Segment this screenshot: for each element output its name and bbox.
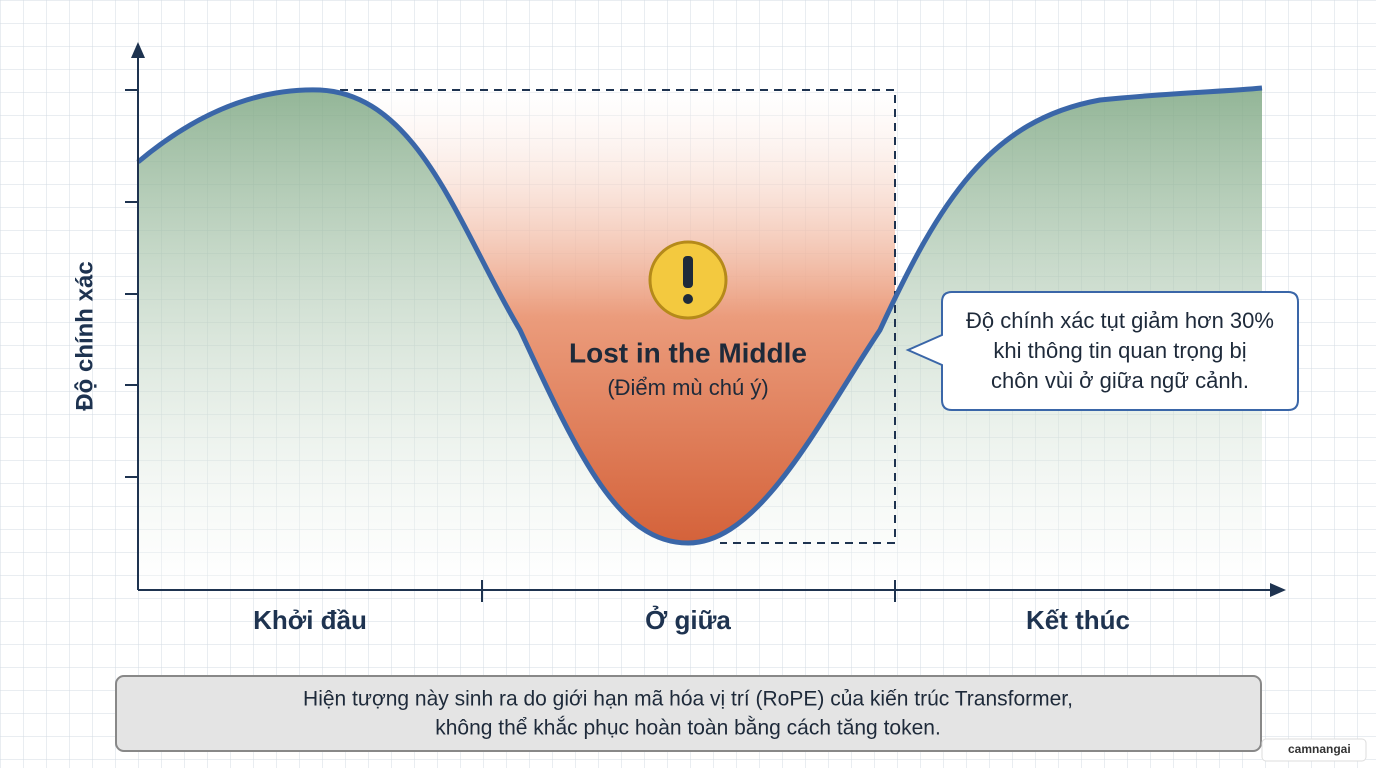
- y-axis-label: Độ chính xác: [71, 261, 98, 410]
- watermark-box: [1261, 738, 1367, 762]
- dashed-box: [340, 89, 896, 544]
- highlight-title: Lost in the Middle: [569, 337, 807, 368]
- x-label: Ở giữa: [645, 604, 731, 635]
- callout-text: chôn vùi ở giữa ngữ cảnh.: [991, 368, 1249, 393]
- valley-fill: [320, 90, 895, 543]
- callout-box: [905, 291, 1299, 411]
- footer-text: Hiện tượng này sinh ra do giới hạn mã hó…: [303, 688, 1073, 711]
- x-label: Khởi đầu: [253, 605, 367, 635]
- footer-text: không thể khắc phục hoàn toàn bằng cách …: [435, 717, 941, 740]
- watermark: camnangai: [1288, 742, 1351, 756]
- warning-icon: [648, 240, 728, 320]
- x-label: Kết thúc: [1026, 605, 1130, 635]
- accuracy-curve: [136, 85, 1263, 546]
- callout-text: khi thông tin quan trọng bị: [993, 338, 1246, 363]
- callout-text: Độ chính xác tụt giảm hơn 30%: [966, 308, 1274, 333]
- area-fill: [138, 88, 1262, 590]
- highlight-subtitle: (Điểm mù chú ý): [607, 375, 768, 400]
- axes: [125, 52, 1275, 602]
- footer-box: [115, 675, 1262, 752]
